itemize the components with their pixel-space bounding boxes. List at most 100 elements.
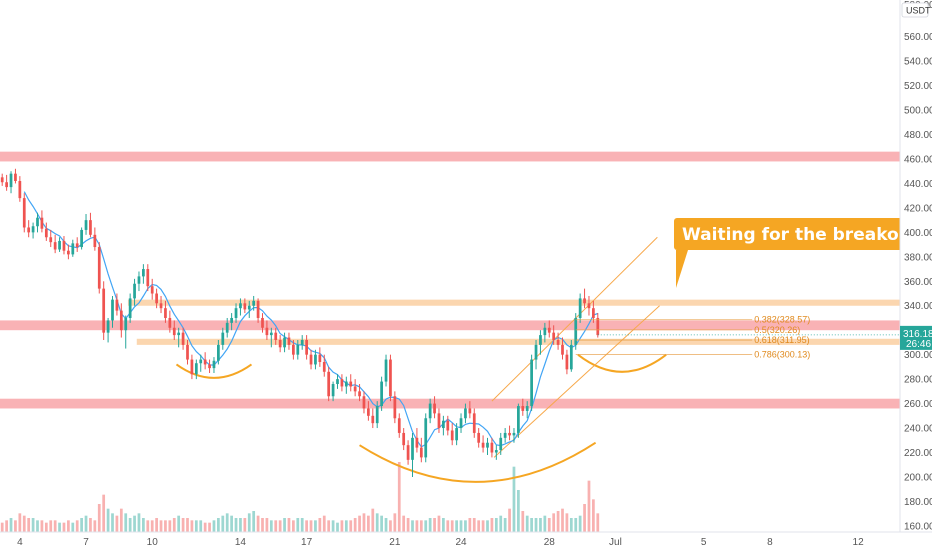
candle-body-131 <box>578 298 582 318</box>
candle-body-0 <box>0 177 4 183</box>
volume-bar-114 <box>503 518 507 532</box>
candle-body-14 <box>62 240 66 251</box>
candle-body-54 <box>239 303 242 309</box>
volume-bar-72 <box>318 518 322 532</box>
volume-bar-54 <box>239 518 242 532</box>
channel-lower-line <box>493 305 660 458</box>
candle-body-48 <box>212 360 216 369</box>
volume-bar-19 <box>84 515 88 532</box>
candle-body-40 <box>177 332 181 336</box>
orange-zone-1 <box>136 338 900 345</box>
volume-bar-113 <box>499 515 503 532</box>
volume-bar-89 <box>393 513 397 532</box>
volume-bar-32 <box>142 518 145 532</box>
volume-bar-63 <box>278 520 282 532</box>
volume-bar-65 <box>287 518 291 532</box>
candle-body-91 <box>402 432 406 446</box>
volume-bar-108 <box>477 520 481 532</box>
fib-label-0: 0.382(328.57) <box>754 315 810 325</box>
volume-bar-85 <box>375 513 379 532</box>
volume-bar-37 <box>164 520 167 532</box>
candle-body-29 <box>128 298 132 318</box>
volume-bar-49 <box>217 518 220 532</box>
candle-body-113 <box>499 437 503 451</box>
volume-bar-84 <box>371 508 375 532</box>
volume-bar-48 <box>212 520 216 532</box>
x-tick-label-11: 12 <box>853 537 865 548</box>
candle-body-11 <box>49 237 53 243</box>
candle-body-81 <box>358 391 361 397</box>
candle-body-72 <box>318 354 322 363</box>
volume-bar-40 <box>177 515 181 532</box>
callout-box <box>674 218 914 250</box>
volume-bar-103 <box>455 520 458 532</box>
volume-bar-79 <box>349 520 353 532</box>
volume-bar-56 <box>247 513 251 532</box>
volume-bar-126 <box>556 511 560 532</box>
candle-body-94 <box>415 437 419 448</box>
volume-bar-28 <box>124 513 128 532</box>
volume-bar-82 <box>362 513 366 532</box>
volume-bar-52 <box>230 515 233 532</box>
candle-body-27 <box>119 310 123 331</box>
y-tick-label-6: 280.00 <box>904 375 932 386</box>
candle-body-93 <box>411 437 414 460</box>
volume-bar-133 <box>587 480 591 532</box>
volume-bar-77 <box>340 520 344 532</box>
volume-bar-75 <box>331 520 335 532</box>
y-tick-label-18: 520.00 <box>904 81 932 92</box>
candle-body-88 <box>389 359 392 397</box>
candle-body-21 <box>93 234 97 248</box>
currency-label: USDT <box>906 6 931 16</box>
volume-bar-59 <box>261 518 264 532</box>
candle-body-51 <box>225 322 229 333</box>
volume-bar-18 <box>80 518 83 532</box>
candle-body-42 <box>186 344 189 360</box>
candle-body-104 <box>459 418 463 429</box>
candle-body-12 <box>53 242 57 250</box>
volume-bar-17 <box>75 520 79 532</box>
candle-body-102 <box>450 430 454 441</box>
volume-bar-51 <box>225 513 229 532</box>
candle-body-30 <box>133 283 136 299</box>
y-tick-label-20: 560.00 <box>904 32 932 43</box>
volume-bar-60 <box>265 518 269 532</box>
volume-bar-34 <box>150 520 154 532</box>
candle-body-130 <box>574 317 578 345</box>
volume-bar-130 <box>574 518 578 532</box>
candle-body-100 <box>442 420 445 429</box>
volume-bar-93 <box>411 520 414 532</box>
volume-bar-21 <box>93 520 97 532</box>
volume-bar-96 <box>424 520 428 532</box>
candle-body-17 <box>75 243 79 248</box>
volume-bar-118 <box>521 511 525 532</box>
candle-body-52 <box>230 317 233 323</box>
volume-bar-87 <box>384 518 388 532</box>
volume-bar-71 <box>314 520 317 532</box>
callout-text: Waiting for the breakout <box>682 225 919 245</box>
y-tick-label-5: 260.00 <box>904 399 932 410</box>
candle-body-37 <box>164 308 167 318</box>
candle-body-114 <box>503 432 507 438</box>
candle-body-80 <box>353 386 357 392</box>
volume-bar-64 <box>283 518 286 532</box>
volume-bar-36 <box>159 520 163 532</box>
time-axis[interactable]: 4 7 10 14 17 21 24 28 Jul 5 8 12 <box>17 537 864 548</box>
candle-body-32 <box>142 269 145 277</box>
volume-bar-25 <box>111 513 114 532</box>
volume-bar-43 <box>190 520 194 532</box>
volume-bar-24 <box>106 508 110 532</box>
fib-label-1: 0.5(320.26) <box>754 325 800 335</box>
y-tick-label-15: 460.00 <box>904 154 932 165</box>
x-tick-label-2: 10 <box>147 537 159 548</box>
candle-body-50 <box>221 332 225 345</box>
candle-body-56 <box>247 305 251 310</box>
candle-body-16 <box>71 243 75 255</box>
volume-bar-95 <box>419 520 423 532</box>
candle-body-2 <box>9 173 13 188</box>
candle-body-89 <box>393 396 397 419</box>
volume-bar-57 <box>252 511 256 532</box>
resistance-zone-0 <box>0 151 900 162</box>
volume-bar-26 <box>115 515 119 532</box>
